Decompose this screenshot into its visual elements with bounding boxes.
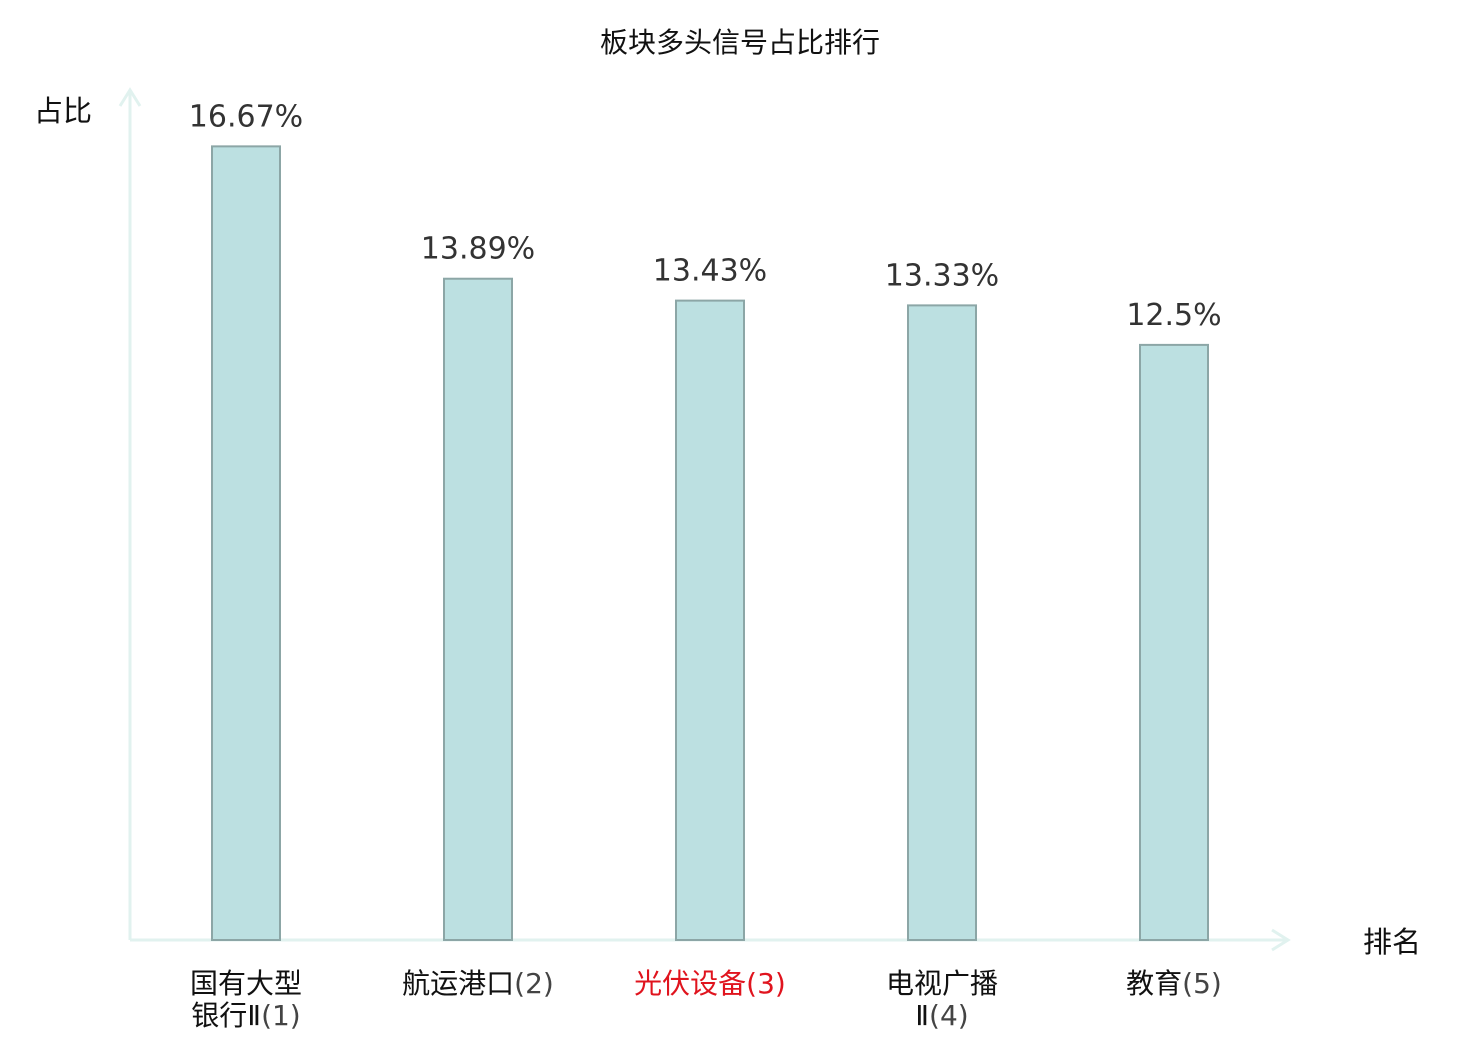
- x-tick-label-4: 电视广播 Ⅱ(4): [886, 967, 998, 1032]
- bar-4: [907, 304, 977, 941]
- data-label-1: 16.67%: [189, 99, 303, 134]
- bar-5: [1139, 343, 1209, 941]
- y-axis: [118, 87, 142, 940]
- x-tick-labels-group: 国有大型银行Ⅱ(1) 航运港口(2) 光伏设备(3) 电视广播 Ⅱ(4) 教育(5): [190, 967, 1222, 1032]
- x-tick-label-2: 航运港口(2): [402, 967, 554, 1000]
- x-tick-rank: (4): [929, 999, 969, 1032]
- data-label-4: 13.33%: [885, 258, 999, 293]
- x-tick-rank: (1): [261, 999, 301, 1032]
- x-tick-rank: (3): [746, 967, 786, 1000]
- x-tick-label-line: 光伏设备: [634, 967, 746, 1000]
- x-tick-label-line: Ⅱ: [915, 999, 929, 1032]
- x-tick-rank: (2): [514, 967, 554, 1000]
- bar-2: [443, 277, 513, 941]
- x-tick-label-line: 教育: [1126, 967, 1182, 1000]
- bar-3: [675, 299, 745, 941]
- x-tick-label-line: 国有大型: [190, 967, 302, 1000]
- data-label-2: 13.89%: [421, 232, 535, 267]
- bar-1: [211, 145, 281, 941]
- x-tick-label-5: 教育(5): [1126, 967, 1222, 1000]
- x-tick-label-line: 电视广播: [886, 967, 998, 1000]
- x-axis-label: 排名: [1363, 925, 1421, 959]
- chart-title: 板块多头信号占比排行: [600, 26, 880, 59]
- y-axis-label: 占比: [34, 94, 92, 128]
- x-tick-label-3: 光伏设备(3): [634, 967, 786, 1000]
- x-tick-rank: (5): [1182, 967, 1222, 1000]
- data-label-3: 13.43%: [653, 254, 767, 289]
- data-label-5: 12.5%: [1126, 298, 1221, 333]
- bars-group: [211, 145, 1209, 941]
- x-tick-label-line: 航运港口: [402, 967, 514, 1000]
- data-labels-group: 16.67% 13.89% 13.43% 13.33% 12.5%: [189, 99, 1222, 333]
- x-tick-label-line: 银行Ⅱ: [191, 999, 261, 1032]
- x-tick-label-1: 国有大型银行Ⅱ(1): [190, 967, 302, 1032]
